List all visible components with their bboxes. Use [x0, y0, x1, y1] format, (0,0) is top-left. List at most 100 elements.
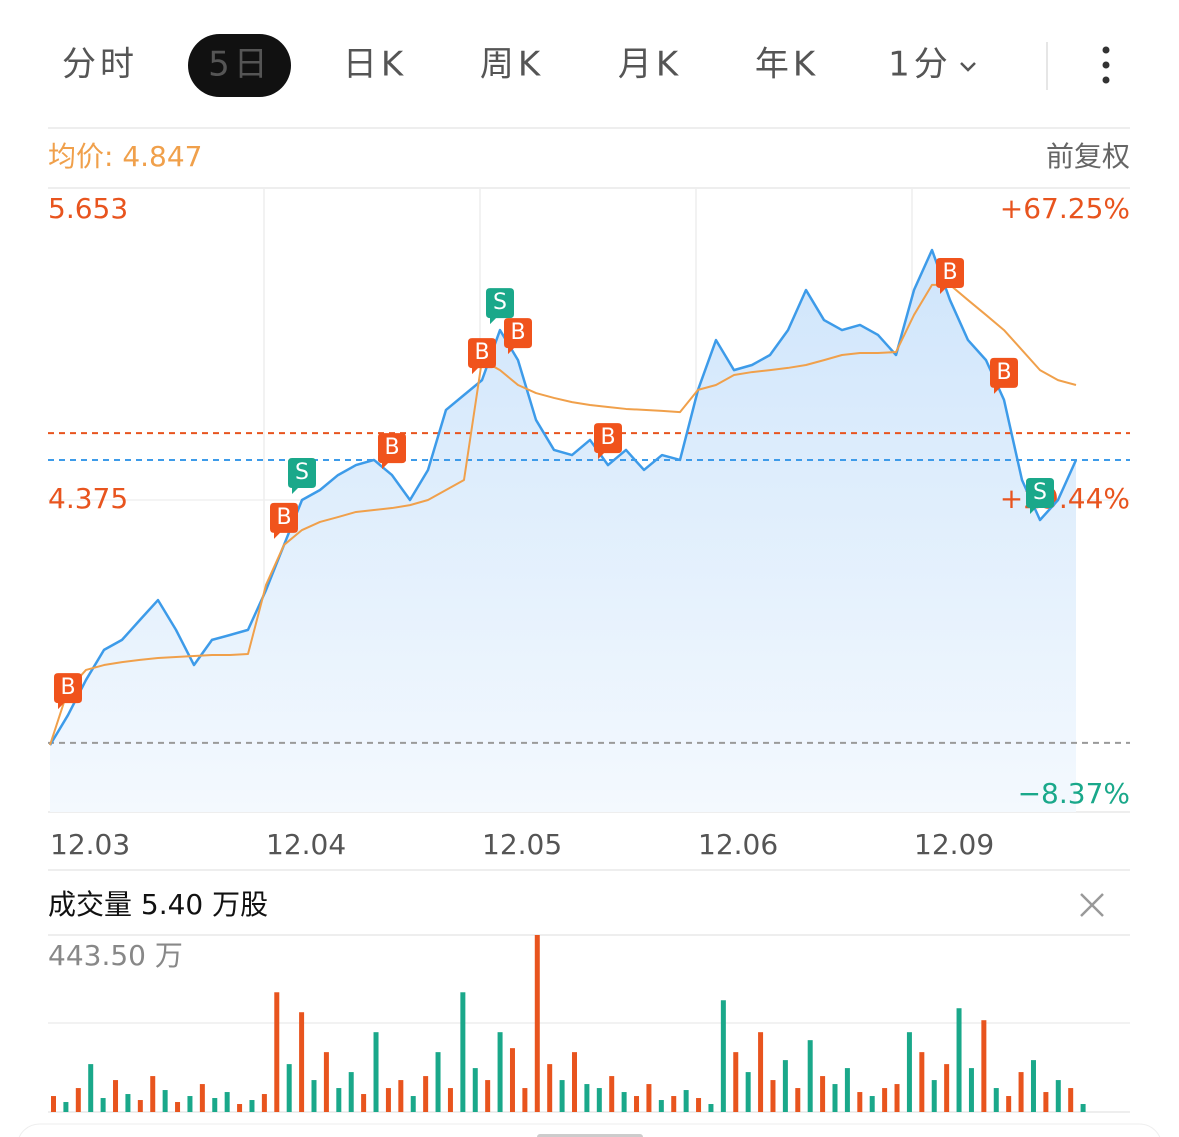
- volume-bar: [497, 1032, 503, 1112]
- price-area: [50, 250, 1076, 812]
- bottom-sheet: [18, 1123, 1161, 1137]
- y-tick-label: 443.50 万: [48, 939, 183, 972]
- marker-label: S: [493, 290, 507, 315]
- volume-bar: [1080, 1104, 1086, 1112]
- volume-bar: [237, 1104, 243, 1112]
- volume-bar: [1068, 1088, 1074, 1112]
- tab[interactable]: 5日: [208, 45, 272, 85]
- volume-bar: [770, 1080, 776, 1112]
- volume-bar: [559, 1080, 565, 1112]
- volume-bar: [1055, 1080, 1061, 1112]
- dropdown-chevron: [960, 62, 976, 72]
- adjust-mode[interactable]: 前复权: [1046, 140, 1130, 173]
- marker-pin: [504, 318, 532, 355]
- volume-bar: [447, 1088, 453, 1112]
- volume-bar: [162, 1090, 168, 1112]
- volume-bar: [224, 1092, 230, 1112]
- volume-bar: [795, 1088, 801, 1112]
- volume-bar: [621, 1092, 627, 1112]
- marker-pin: [936, 258, 964, 295]
- volume-title: 成交量 5.40 万股: [48, 888, 268, 921]
- volume-bar: [299, 1012, 305, 1112]
- tab[interactable]: 周K: [480, 45, 544, 85]
- marker-label: B: [276, 505, 291, 530]
- volume-bar: [894, 1084, 900, 1112]
- volume-bar: [261, 1094, 267, 1112]
- volume-bar: [745, 1072, 751, 1112]
- volume-bar: [609, 1076, 615, 1112]
- y-tick-label: 5.653: [48, 192, 128, 225]
- volume-bar: [547, 1064, 553, 1112]
- x-tick-label: 12.06: [698, 828, 778, 861]
- volume-bar: [708, 1104, 714, 1112]
- trade-marker: B: [468, 338, 496, 375]
- volume-bar: [572, 1052, 577, 1112]
- tab[interactable]: 日K: [343, 45, 407, 85]
- volume-bar: [75, 1088, 81, 1112]
- tab[interactable]: 1分: [888, 45, 952, 85]
- volume-bar: [981, 1020, 987, 1112]
- x-tick-label: 12.09: [914, 828, 994, 861]
- volume-bar: [509, 1048, 515, 1112]
- marker-pin: [1026, 478, 1054, 515]
- chart-layer: 分时5日日K周K月K年K1分12.0312.0412.0512.0612.093…: [48, 45, 1130, 1112]
- avg-price: 均价: 4.847: [48, 140, 203, 173]
- volume-bar: [522, 1088, 528, 1112]
- volume-bar: [323, 1052, 329, 1112]
- volume-bar: [348, 1072, 354, 1112]
- volume-bar: [832, 1084, 838, 1112]
- marker-pin: [990, 357, 1018, 394]
- marker-pin: [288, 458, 316, 494]
- volume-bar: [956, 1008, 962, 1112]
- volume-bar: [596, 1088, 602, 1112]
- volume-bar: [919, 1052, 925, 1112]
- volume-bar: [733, 1052, 739, 1112]
- volume-bar: [199, 1084, 205, 1112]
- volume-bar: [125, 1094, 131, 1112]
- volume-bar: [63, 1102, 69, 1112]
- volume-bar: [671, 1096, 677, 1112]
- tab[interactable]: 分时: [62, 45, 138, 85]
- volume-bar: [906, 1032, 912, 1112]
- volume-bar: [249, 1100, 255, 1112]
- volume-bar: [931, 1080, 937, 1112]
- marker-label: B: [996, 360, 1011, 385]
- tab[interactable]: 月K: [618, 45, 682, 85]
- volume-bar: [807, 1040, 813, 1112]
- volume-bar: [646, 1084, 652, 1112]
- selected-tab-pill: [188, 34, 291, 97]
- volume-bar: [212, 1098, 218, 1112]
- volume-bar: [696, 1098, 702, 1112]
- volume-bar: [410, 1096, 416, 1112]
- volume-bar: [150, 1076, 156, 1112]
- dot: [1102, 61, 1110, 69]
- x-tick-label: 12.05: [482, 828, 562, 861]
- volume-bar: [435, 1052, 441, 1112]
- trade-marker: B: [54, 673, 82, 710]
- marker-label: B: [600, 425, 615, 450]
- trade-marker: B: [936, 258, 964, 295]
- volume-bar: [820, 1076, 826, 1112]
- dot: [1102, 76, 1110, 84]
- avg-line: [49, 283, 1077, 746]
- marker-pin: [468, 338, 496, 375]
- close-volume[interactable]: [1080, 893, 1104, 917]
- tab[interactable]: 年K: [755, 45, 819, 85]
- more-button[interactable]: [1102, 46, 1110, 84]
- marker-label: S: [1033, 480, 1047, 505]
- trade-marker: S: [1026, 478, 1054, 515]
- volume-bar: [882, 1088, 888, 1112]
- volume-bar: [385, 1088, 391, 1112]
- marker-label: B: [60, 675, 75, 700]
- marker-label: B: [474, 340, 489, 365]
- volume-bar: [720, 1000, 726, 1112]
- volume-bar: [361, 1094, 367, 1112]
- dot: [1102, 46, 1110, 54]
- volume-bar: [634, 1096, 640, 1112]
- volume-bar: [423, 1076, 429, 1112]
- close-stroke: [1080, 893, 1104, 917]
- trade-marker: S: [486, 288, 514, 325]
- marker-label: B: [510, 320, 525, 345]
- marker-pin: [378, 433, 406, 470]
